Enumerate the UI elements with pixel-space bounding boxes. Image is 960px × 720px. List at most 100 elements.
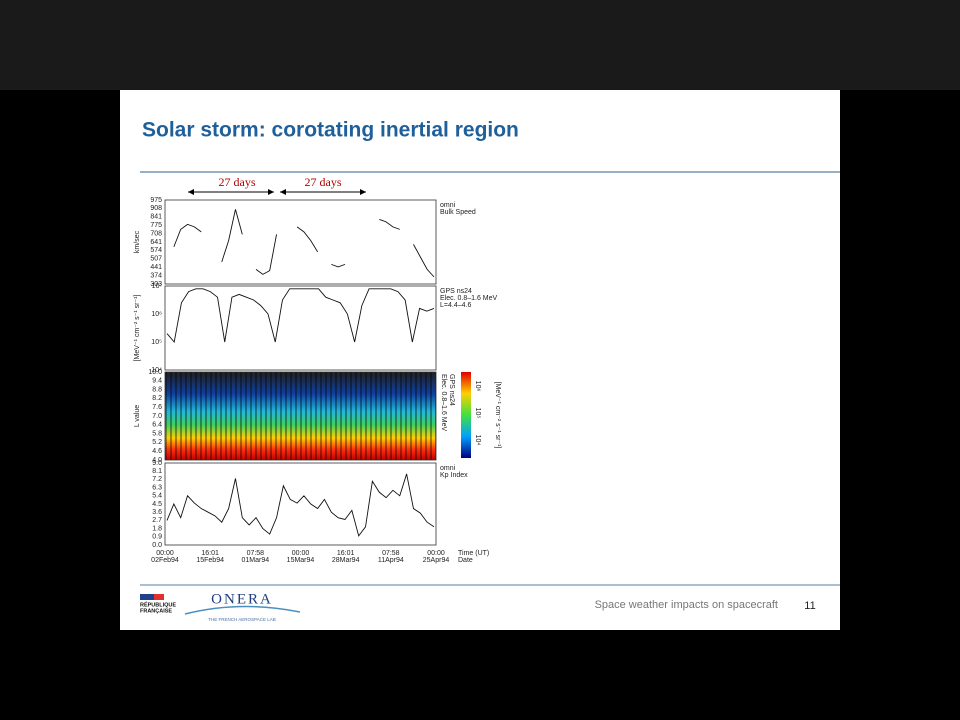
x-tick-time: 00:00 xyxy=(156,550,174,557)
panel-note: omni xyxy=(440,465,456,472)
onera-tagline: THE FRENCH AEROSPACE LAB xyxy=(208,617,275,622)
period-label: 27 days xyxy=(305,175,342,189)
x-tick-date: 11Apr94 xyxy=(378,557,404,564)
series-line xyxy=(413,244,435,278)
x-tick-time: 07:58 xyxy=(247,550,265,557)
y-tick-label: 0.9 xyxy=(152,534,162,541)
panel-note: L=4.4–4.6 xyxy=(440,302,471,309)
x-tick-time: 00:00 xyxy=(427,550,445,557)
y-axis-label: [MeV⁻¹ cm⁻² s⁻¹ sr⁻¹] xyxy=(134,295,141,362)
y-tick-label: 7.0 xyxy=(152,413,162,420)
series-line xyxy=(166,473,435,537)
panel-frame xyxy=(164,462,437,546)
colorbar-label: [MeV⁻¹ cm⁻² s⁻¹ sr⁻¹] xyxy=(494,382,501,449)
onera-logo: ONERA xyxy=(211,591,273,607)
x-tick-time: 00:00 xyxy=(292,550,310,557)
y-tick-label: 7.6 xyxy=(152,404,162,411)
y-tick-label: 708 xyxy=(150,230,162,237)
series-line xyxy=(166,288,435,344)
x-tick-time: 07:58 xyxy=(382,550,400,557)
x-tick-date: 15Mar94 xyxy=(287,557,315,564)
y-axis-label: km/sec xyxy=(134,230,141,253)
footer-text: Space weather impacts on spacecraft xyxy=(595,599,778,611)
y-tick-label: 10⁴ xyxy=(151,367,162,374)
flag-red xyxy=(154,594,164,600)
y-tick-label: 10.0 xyxy=(148,369,162,376)
series-line xyxy=(296,226,318,253)
panel-note: Elec. 0.8–1.6 MeV xyxy=(440,295,498,302)
y-tick-label: 7.2 xyxy=(152,476,162,483)
spectrogram-texture xyxy=(165,372,436,460)
x-tick-date: 28Mar94 xyxy=(332,557,360,564)
y-tick-label: 6.4 xyxy=(152,422,162,429)
y-tick-label: 10⁶ xyxy=(151,311,162,318)
y-tick-label: 374 xyxy=(150,272,162,279)
series-line xyxy=(379,218,400,230)
y-tick-label: 8.2 xyxy=(152,395,162,402)
y-tick-label: 5.8 xyxy=(152,430,162,437)
republic-label: RÉPUBLIQUE xyxy=(140,600,176,608)
panel-frame xyxy=(164,199,437,285)
y-tick-label: 8.8 xyxy=(152,386,162,393)
y-tick-label: 8.1 xyxy=(152,468,162,475)
colorbar-tick: 10⁴ xyxy=(474,435,481,446)
republic-label: FRANÇAISE xyxy=(140,608,172,614)
figure: 27 days 27 days xyxy=(165,175,471,460)
y-axis-label: L value xyxy=(134,405,141,427)
x-axis-label: Time (UT) xyxy=(458,550,489,557)
panel-frame xyxy=(164,285,437,371)
panel-note: Bulk Speed xyxy=(440,209,476,216)
y-tick-label: 5.4 xyxy=(152,493,162,500)
y-tick-label: 2.7 xyxy=(152,517,162,524)
y-tick-label: 3.6 xyxy=(152,509,162,516)
y-tick-label: 303 xyxy=(150,281,162,288)
y-tick-label: 574 xyxy=(150,247,162,254)
y-tick-label: 841 xyxy=(150,214,162,221)
x-tick-date: 15Feb94 xyxy=(196,557,224,564)
y-tick-label: 641 xyxy=(150,239,162,246)
y-tick-label: 10⁷ xyxy=(152,283,163,290)
onera-swoosh xyxy=(184,605,301,615)
y-tick-label: 441 xyxy=(150,264,162,271)
series-line xyxy=(331,263,346,268)
panel-note: Kp Index xyxy=(440,472,468,479)
colorbar xyxy=(461,372,471,458)
period-label: 27 days xyxy=(219,175,256,189)
x-tick-date: 25Apr94 xyxy=(423,557,450,564)
flag-blue xyxy=(140,594,154,600)
y-tick-label: 1.8 xyxy=(152,525,162,532)
panel-frame xyxy=(164,371,437,461)
colorbar-tick: 10⁶ xyxy=(474,381,481,392)
x-tick-time: 16:01 xyxy=(337,550,355,557)
x-tick-date: 02Feb94 xyxy=(151,557,179,564)
y-tick-label: 6.3 xyxy=(152,484,162,491)
y-tick-label: 0.0 xyxy=(152,542,162,549)
colorbar-tick: 10⁵ xyxy=(474,408,481,419)
series-line xyxy=(255,234,277,275)
panel-note: GPS ns24 xyxy=(440,288,472,295)
top-bar xyxy=(0,0,960,90)
y-tick-label: 9.0 xyxy=(152,460,162,467)
y-tick-label: 4.6 xyxy=(152,448,162,455)
y-tick-label: 507 xyxy=(150,256,162,263)
slide-title: Solar storm: corotating inertial region xyxy=(142,119,519,142)
page-number: 11 xyxy=(804,600,815,612)
y-tick-label: 908 xyxy=(150,205,162,212)
y-tick-label: 10⁵ xyxy=(151,339,162,346)
y-tick-label: 4.5 xyxy=(152,501,162,508)
series-line xyxy=(221,209,243,263)
panel-note: omni xyxy=(440,202,456,209)
y-tick-label: 775 xyxy=(150,222,162,229)
panel-note: Elec. 0.8–1.6 MeV xyxy=(440,374,447,432)
x-tick-date: 01Mar94 xyxy=(242,557,270,564)
slide xyxy=(120,90,840,630)
y-tick-label: 5.2 xyxy=(152,439,162,446)
panel-note: GPS ns24 xyxy=(448,374,455,406)
y-tick-label: 9.4 xyxy=(152,378,162,385)
x-axis-label: Date xyxy=(458,557,473,564)
x-tick-time: 16:01 xyxy=(201,550,219,557)
y-tick-label: 975 xyxy=(150,197,162,204)
y-tick-label: 4.0 xyxy=(152,457,162,464)
